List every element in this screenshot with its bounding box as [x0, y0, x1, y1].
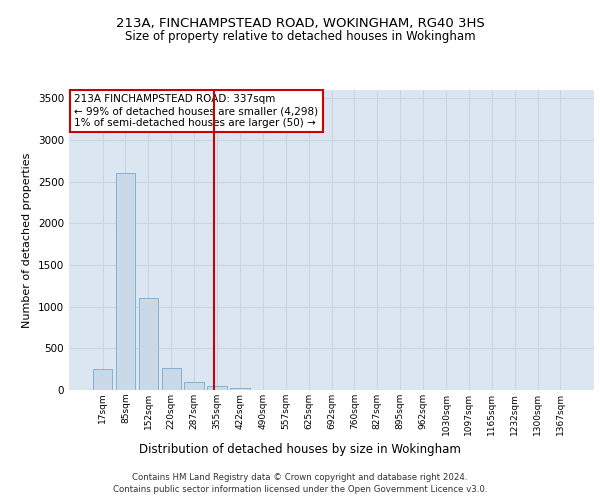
Bar [139, 298, 158, 390]
Text: Distribution of detached houses by size in Wokingham: Distribution of detached houses by size … [139, 442, 461, 456]
Y-axis label: Number of detached properties: Number of detached properties [22, 152, 32, 328]
Text: Contains public sector information licensed under the Open Government Licence v3: Contains public sector information licen… [113, 485, 487, 494]
Text: Size of property relative to detached houses in Wokingham: Size of property relative to detached ho… [125, 30, 475, 43]
Text: Contains HM Land Registry data © Crown copyright and database right 2024.: Contains HM Land Registry data © Crown c… [132, 472, 468, 482]
Bar [208, 386, 227, 390]
Bar [93, 369, 112, 390]
Bar [184, 382, 204, 390]
Bar [230, 388, 250, 390]
Text: 213A, FINCHAMPSTEAD ROAD, WOKINGHAM, RG40 3HS: 213A, FINCHAMPSTEAD ROAD, WOKINGHAM, RG4… [116, 18, 484, 30]
Bar [116, 174, 135, 390]
Bar [161, 368, 181, 390]
Text: 213A FINCHAMPSTEAD ROAD: 337sqm
← 99% of detached houses are smaller (4,298)
1% : 213A FINCHAMPSTEAD ROAD: 337sqm ← 99% of… [74, 94, 319, 128]
